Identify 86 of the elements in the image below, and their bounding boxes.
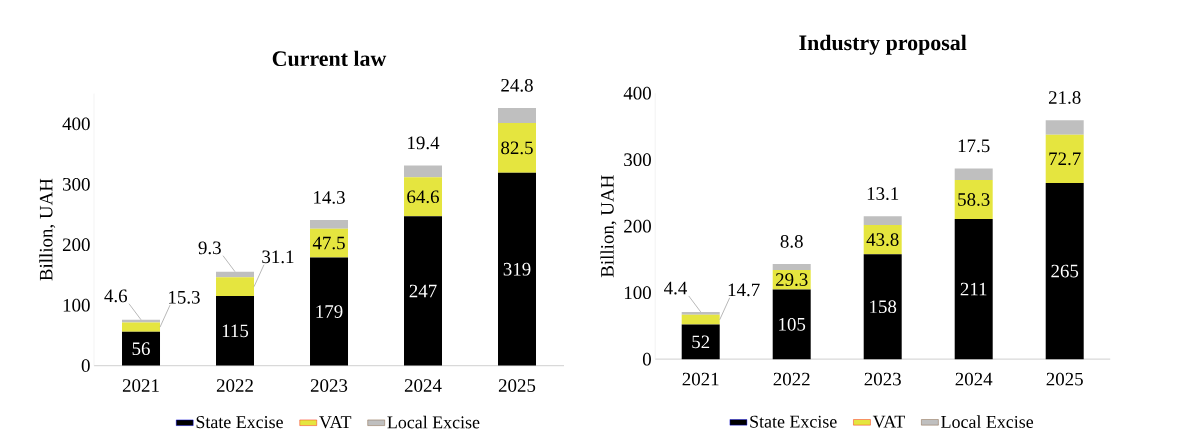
x-tick-label: 2021	[682, 372, 719, 386]
data-label: 64.6	[407, 190, 439, 204]
bar	[404, 165, 443, 178]
bar	[863, 216, 902, 225]
x-tick-label: 2022	[216, 379, 253, 392]
chart-title: Current law	[272, 50, 387, 67]
bar	[954, 168, 993, 181]
y-tick-label: 0	[81, 359, 90, 373]
data-label: 29.3	[775, 273, 808, 287]
bar	[122, 331, 161, 366]
data-label: 211	[960, 282, 987, 296]
bar	[1045, 134, 1084, 183]
data-label: 179	[316, 305, 343, 318]
data-label: 19.4	[408, 136, 440, 150]
y-tick-label: 100	[624, 286, 651, 300]
bar	[863, 254, 902, 360]
legend-label: Local Excise	[941, 415, 1034, 428]
data-label: 24.8	[501, 78, 533, 92]
bar	[310, 257, 349, 366]
data-label: 9.3	[198, 241, 221, 255]
data-label: 47.5	[312, 236, 345, 250]
x-tick-label: 2025	[1046, 372, 1083, 386]
x-tick-label: 2023	[864, 372, 901, 386]
data-label: 82.5	[501, 141, 533, 155]
data-label: 43.8	[866, 233, 899, 246]
legend-label: State Excise	[196, 416, 283, 429]
data-label: 105	[779, 317, 806, 331]
x-tick-label: 2023	[310, 379, 348, 392]
x-tick-label: 2024	[404, 379, 442, 392]
y-tick-label: 400	[62, 117, 90, 131]
y-tick-label: 200	[624, 219, 651, 233]
bar	[216, 296, 255, 366]
bar	[681, 324, 720, 360]
bar	[498, 172, 537, 366]
bar	[404, 216, 443, 366]
bar	[1045, 120, 1084, 135]
y-tick-label: 400	[623, 86, 651, 100]
y-tick-label: 300	[63, 177, 90, 191]
data-label: 13.1	[867, 187, 899, 201]
data-label: 15.3	[169, 290, 200, 304]
bar	[122, 319, 161, 323]
y-tick-label: 0	[642, 352, 651, 366]
bar	[954, 218, 993, 360]
bar	[122, 322, 161, 332]
legend-label: VAT	[872, 415, 905, 428]
bar	[772, 289, 811, 360]
y-tick-label: 200	[62, 238, 90, 252]
data-label: 52	[692, 335, 710, 349]
x-tick-label: 2025	[498, 379, 536, 392]
bar	[1045, 182, 1084, 360]
bar	[216, 277, 255, 297]
chart-title: Industry proposal	[799, 34, 967, 55]
data-label: 56	[132, 342, 150, 356]
data-label: 4.6	[104, 289, 128, 303]
y-axis-title: Billion, UAH	[39, 178, 56, 281]
data-label: 58.3	[958, 193, 990, 206]
bar	[498, 122, 537, 173]
data-label: 31.1	[262, 250, 294, 264]
bar	[681, 311, 720, 315]
bar	[954, 180, 993, 219]
x-tick-label: 2021	[122, 379, 159, 392]
bar	[404, 177, 443, 217]
legend-label: VAT	[319, 416, 352, 429]
data-label: 14.3	[314, 191, 345, 204]
x-tick-label: 2024	[955, 372, 993, 386]
data-label: 115	[222, 324, 249, 338]
y-axis-title: Billion, UAH	[600, 175, 617, 278]
bar	[681, 314, 720, 325]
data-label: 265	[1051, 264, 1079, 278]
bar	[772, 264, 811, 270]
y-tick-label: 300	[624, 153, 651, 167]
data-label: 319	[503, 262, 531, 276]
x-tick-label: 2022	[773, 372, 810, 386]
bar	[310, 220, 349, 229]
data-label: 247	[409, 284, 437, 298]
y-tick-label: 100	[63, 298, 90, 312]
data-label: 72.7	[1049, 152, 1081, 166]
data-label: 21.8	[1048, 91, 1081, 104]
data-label: 158	[870, 300, 897, 314]
data-label: 4.4	[664, 281, 688, 295]
bar	[498, 107, 537, 123]
data-label: 17.5	[958, 139, 990, 153]
legend-label: Local Excise	[387, 415, 480, 429]
legend-label: State Excise	[750, 415, 837, 428]
data-label: 8.8	[780, 234, 803, 248]
data-label: 14.7	[728, 283, 760, 297]
